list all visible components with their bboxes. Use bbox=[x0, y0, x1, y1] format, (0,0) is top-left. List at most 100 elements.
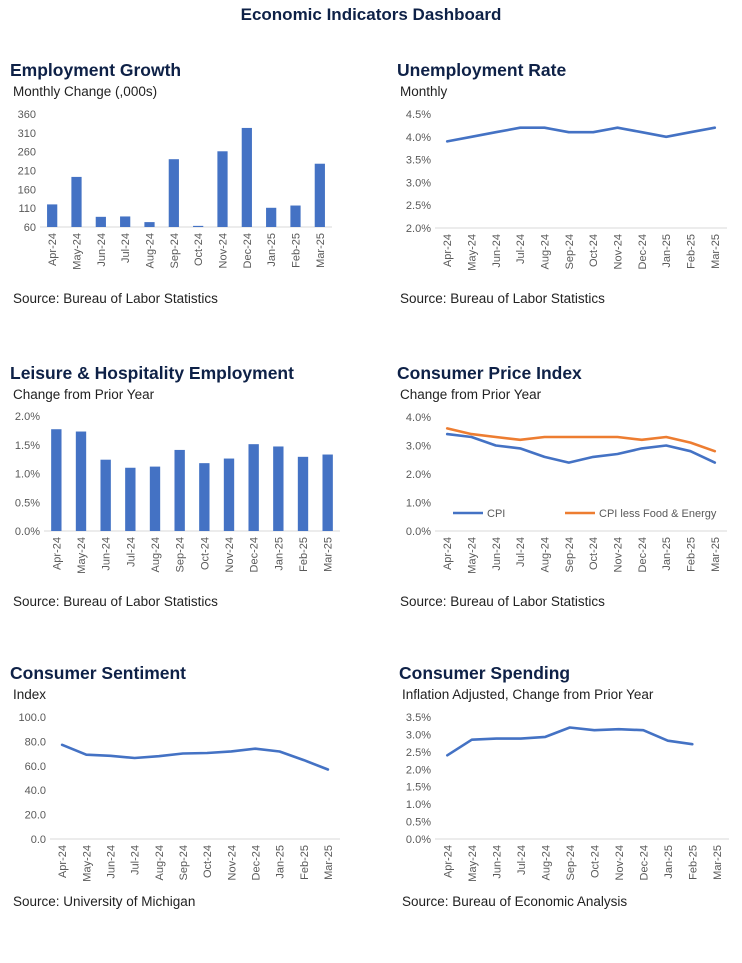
x-tick-label: Jun-24 bbox=[96, 233, 108, 267]
y-tick-label: 1.0% bbox=[406, 799, 431, 811]
x-tick-label: Sep-24 bbox=[564, 537, 576, 572]
x-tick-label: Sep-24 bbox=[175, 537, 187, 572]
y-tick-label: 3.5% bbox=[406, 712, 431, 724]
x-tick-label: May-24 bbox=[81, 845, 93, 882]
y-tick-label: 4.5% bbox=[406, 109, 431, 121]
y-tick-label: 0.0% bbox=[406, 834, 431, 846]
x-tick-label: Dec-24 bbox=[637, 537, 649, 572]
x-tick-label: Apr-24 bbox=[57, 845, 69, 878]
y-tick-label: 210 bbox=[18, 166, 36, 178]
y-tick-label: 1.5% bbox=[15, 440, 40, 452]
y-tick-label: 2.0% bbox=[406, 764, 431, 776]
employment-growth-chart: 60 110 160 210 260 310 360 Apr-24 May-24 Jun-24 Ju… bbox=[18, 109, 332, 270]
bar bbox=[290, 205, 301, 227]
x-tick-label: Feb-25 bbox=[686, 537, 698, 572]
y-tick-label: 2.5% bbox=[406, 747, 431, 759]
bar bbox=[168, 159, 179, 227]
chart-subtitle: Monthly bbox=[400, 84, 448, 99]
x-tick-label: Nov-24 bbox=[613, 234, 625, 269]
y-tick-label: 310 bbox=[18, 128, 36, 140]
x-tick-label: Oct-24 bbox=[202, 845, 214, 878]
x-tick-label: Aug-24 bbox=[540, 537, 552, 572]
bar bbox=[273, 446, 284, 531]
x-tick-label: Jul-24 bbox=[515, 537, 527, 567]
x-tick-label: Feb-25 bbox=[686, 234, 698, 269]
x-tick-label: Mar-25 bbox=[323, 537, 335, 572]
x-tick-label: Feb-25 bbox=[299, 845, 311, 880]
bar bbox=[322, 454, 333, 531]
bar bbox=[95, 216, 106, 227]
bar bbox=[297, 456, 309, 531]
y-tick-label: 110 bbox=[18, 203, 36, 215]
x-tick-label: Jan-25 bbox=[661, 537, 673, 571]
y-tick-label: 80.0 bbox=[25, 736, 46, 748]
x-tick-label: Jun-24 bbox=[101, 537, 113, 571]
x-tick-label: Dec-24 bbox=[249, 537, 261, 572]
x-tick-label: Nov-24 bbox=[226, 845, 238, 880]
y-tick-label: 3.0% bbox=[406, 177, 431, 189]
x-tick-label: Aug-24 bbox=[150, 537, 162, 572]
y-tick-label: 360 bbox=[18, 109, 36, 121]
bar bbox=[223, 458, 235, 531]
dashboard-title: Economic Indicators Dashboard bbox=[240, 5, 502, 24]
bar bbox=[51, 429, 62, 531]
x-tick-label: Jan-25 bbox=[275, 845, 287, 879]
series-line bbox=[445, 432, 717, 464]
y-tick-label: 2.0% bbox=[406, 223, 431, 235]
x-tick-label: Feb-25 bbox=[298, 537, 310, 572]
chart-title: Employment Growth bbox=[10, 60, 182, 80]
x-tick-label: Oct-24 bbox=[589, 845, 601, 878]
x-tick-label: Oct-24 bbox=[193, 233, 205, 266]
y-tick-label: 3.0% bbox=[406, 441, 431, 453]
y-tick-label: 1.5% bbox=[406, 782, 431, 794]
x-tick-label: Jul-24 bbox=[515, 234, 527, 264]
x-tick-label: Aug-24 bbox=[540, 845, 552, 880]
legend-label: CPI less Food & Energy bbox=[599, 508, 717, 520]
y-tick-label: 0.5% bbox=[406, 817, 431, 829]
chart-source: Source: Bureau of Economic Analysis bbox=[402, 894, 628, 909]
x-tick-label: May-24 bbox=[467, 537, 479, 574]
x-tick-label: May-24 bbox=[467, 845, 479, 882]
x-tick-label: Sep-24 bbox=[178, 845, 190, 880]
bar bbox=[71, 176, 82, 227]
x-tick-label: Aug-24 bbox=[540, 234, 552, 269]
x-tick-label: May-24 bbox=[467, 234, 479, 271]
bar bbox=[241, 127, 252, 227]
y-tick-label: 40.0 bbox=[25, 785, 46, 797]
x-tick-label: Mar-25 bbox=[712, 845, 724, 880]
x-tick-label: Sep-24 bbox=[169, 233, 181, 268]
x-tick-label: Jul-24 bbox=[130, 845, 142, 875]
y-tick-label: 0.0% bbox=[406, 526, 431, 538]
x-tick-label: Jul-24 bbox=[125, 537, 137, 567]
y-tick-label: 20.0 bbox=[25, 810, 46, 822]
leisure-hospitality-chart: 0.0% 0.5% 1.0% 1.5% 2.0% Apr-24 May-24 Jun-24 Ju… bbox=[15, 411, 340, 574]
bar bbox=[144, 222, 155, 227]
x-tick-label: Oct-24 bbox=[588, 234, 600, 267]
y-tick-label: 60 bbox=[24, 222, 36, 234]
chart-source: Source: University of Michigan bbox=[13, 894, 196, 909]
panel-consumer-spending: Consumer Spending Inflation Adjusted, Ch… bbox=[399, 663, 742, 963]
chart-title: Unemployment Rate bbox=[397, 60, 567, 80]
x-tick-label: Sep-24 bbox=[565, 845, 577, 880]
bar bbox=[314, 163, 325, 227]
consumer-sentiment-chart: 0.0 20.0 40.0 60.0 80.0 100.0 Apr-24 May-24 Jun-… bbox=[18, 712, 340, 882]
bar bbox=[266, 207, 277, 227]
bar bbox=[217, 151, 228, 227]
x-tick-label: Mar-25 bbox=[710, 234, 722, 269]
panel-cpi: Consumer Price Index Change from Prior Y… bbox=[397, 363, 742, 663]
x-tick-label: Apr-24 bbox=[51, 537, 63, 570]
chart-subtitle: Index bbox=[13, 687, 47, 702]
bar bbox=[75, 431, 87, 531]
y-tick-label: 2.0% bbox=[406, 469, 431, 481]
x-tick-label: Jan-25 bbox=[273, 537, 285, 571]
chart-title: Consumer Sentiment bbox=[10, 663, 186, 683]
chart-subtitle: Change from Prior Year bbox=[13, 387, 155, 402]
x-tick-label: Apr-24 bbox=[442, 537, 454, 570]
y-tick-label: 3.0% bbox=[406, 729, 431, 741]
chart-subtitle: Monthly Change (,000s) bbox=[13, 84, 158, 99]
y-tick-label: 260 bbox=[18, 147, 36, 159]
bar bbox=[125, 467, 136, 531]
panel-consumer-sentiment: Consumer Sentiment Index 0.0 20.0 40.0 60.0… bbox=[10, 663, 370, 963]
y-tick-label: 2.5% bbox=[406, 200, 431, 212]
bar bbox=[120, 216, 131, 227]
